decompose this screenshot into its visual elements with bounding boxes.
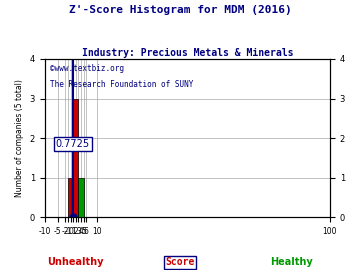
Title: Industry: Precious Metals & Minerals: Industry: Precious Metals & Minerals (81, 48, 293, 58)
Y-axis label: Number of companies (5 total): Number of companies (5 total) (15, 79, 24, 197)
Text: Z'-Score Histogram for MDM (2016): Z'-Score Histogram for MDM (2016) (69, 5, 291, 15)
Text: Unhealthy: Unhealthy (47, 257, 103, 267)
Text: Healthy: Healthy (270, 257, 313, 267)
Text: The Research Foundation of SUNY: The Research Foundation of SUNY (50, 80, 194, 89)
Text: Score: Score (165, 257, 195, 267)
Bar (68, 178, 71, 217)
Bar (73, 99, 78, 217)
Text: 0.7725: 0.7725 (55, 139, 90, 149)
Bar (78, 178, 84, 217)
Text: ©www.textbiz.org: ©www.textbiz.org (50, 64, 124, 73)
